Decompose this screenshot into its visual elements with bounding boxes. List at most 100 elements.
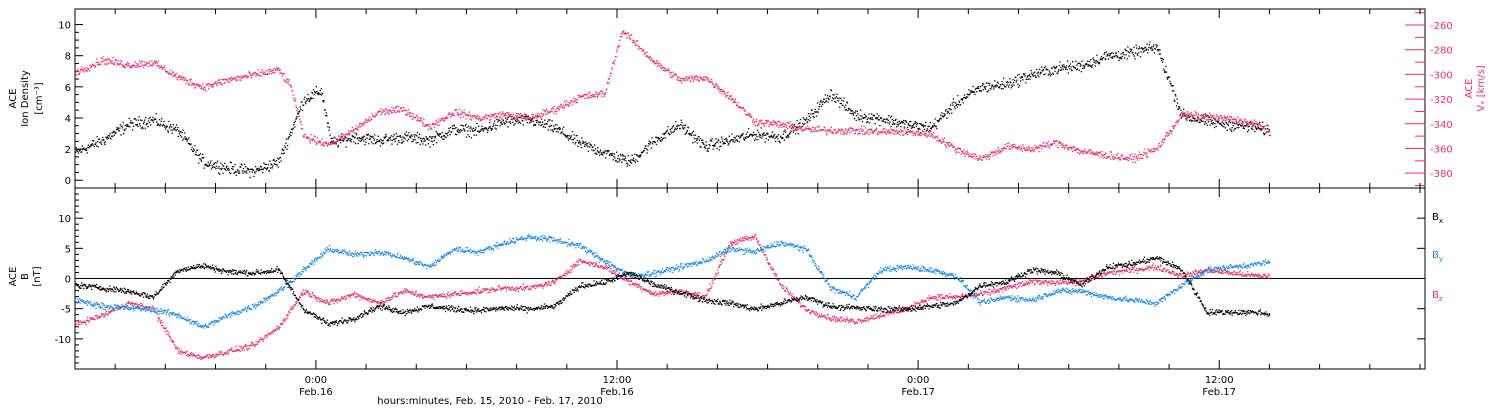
density-series-point	[783, 131, 784, 132]
density-series-point	[1080, 64, 1081, 65]
velocity-series-point	[86, 67, 87, 68]
velocity-series-point	[416, 120, 417, 121]
density-series-point	[606, 153, 607, 154]
velocity-series-point	[1164, 139, 1165, 140]
velocity-series-point	[955, 148, 956, 149]
velocity-series-point	[139, 61, 140, 62]
velocity-series-point	[452, 115, 453, 116]
density-series-point	[761, 127, 762, 128]
velocity-series-point	[931, 133, 932, 134]
density-series-point	[160, 125, 161, 126]
density-series-point	[950, 104, 951, 105]
density-series-point	[213, 166, 214, 167]
velocity-series-point	[945, 144, 946, 145]
density-series-point	[891, 116, 892, 117]
density-series-point	[1123, 54, 1124, 55]
density-series-point	[421, 141, 422, 142]
density-series-point	[591, 145, 592, 146]
density-series-point	[763, 132, 764, 133]
density-series-point	[627, 166, 628, 167]
velocity-series-point	[1190, 116, 1191, 117]
density-series-point	[571, 135, 572, 136]
velocity-series-point	[537, 113, 538, 114]
density-series-point	[988, 83, 989, 84]
velocity-series-point	[912, 131, 913, 132]
density-series-point	[555, 128, 556, 129]
density-series-point	[1079, 63, 1080, 64]
density-series-point	[1133, 47, 1134, 48]
velocity-series-point	[985, 154, 986, 155]
velocity-series-point	[249, 72, 250, 73]
density-series-point	[623, 155, 624, 156]
density-series-point	[97, 136, 98, 137]
velocity-series-point	[173, 72, 174, 73]
velocity-series-point	[554, 106, 555, 107]
density-series-point	[728, 143, 729, 144]
velocity-series-point	[794, 130, 795, 131]
velocity-series-point	[1027, 149, 1028, 150]
series-bz-point	[140, 303, 141, 304]
density-series-point	[879, 125, 880, 126]
velocity-series-point	[269, 73, 270, 74]
density-series-point	[228, 168, 229, 169]
series-bz-point	[191, 352, 192, 353]
density-series-point	[1016, 81, 1017, 82]
density-series-point	[866, 116, 867, 117]
density-series-point	[1149, 41, 1150, 42]
density-series-point	[549, 119, 550, 120]
density-series-point	[232, 169, 233, 170]
density-series-point	[790, 132, 791, 133]
density-series-point	[1186, 119, 1187, 120]
density-series-point	[1056, 66, 1057, 67]
density-series-point	[742, 133, 743, 134]
density-series-point	[177, 129, 178, 130]
velocity-series-point	[800, 126, 801, 127]
density-series-point	[899, 121, 900, 122]
density-series-point	[766, 138, 767, 139]
velocity-series-point	[332, 143, 333, 144]
density-series-point	[1252, 129, 1253, 130]
density-series-point	[323, 101, 324, 102]
velocity-series-point	[776, 125, 777, 126]
density-series-point	[289, 136, 290, 137]
velocity-series-point	[349, 132, 350, 133]
velocity-series-point	[77, 70, 78, 71]
velocity-series-point	[469, 112, 470, 113]
velocity-series-point	[1226, 119, 1227, 120]
density-series-point	[466, 127, 467, 128]
density-series-point	[1169, 81, 1170, 82]
density-series-point	[383, 140, 384, 141]
velocity-series-point	[371, 119, 372, 120]
velocity-series-point	[831, 127, 832, 128]
density-series-point	[144, 122, 145, 123]
velocity-series-point	[908, 129, 909, 130]
velocity-series-point	[288, 81, 289, 82]
velocity-series-point	[844, 133, 845, 134]
density-series-point	[391, 144, 392, 145]
series-bz-point	[244, 349, 245, 350]
velocity-series-point	[252, 75, 253, 76]
density-series-point	[1067, 69, 1068, 70]
density-series-point	[1126, 50, 1127, 51]
series-bz-point	[344, 296, 345, 297]
density-series-point	[1152, 49, 1153, 50]
density-series-point	[118, 128, 119, 129]
density-series-point	[1183, 109, 1184, 110]
velocity-series-point	[575, 100, 576, 101]
density-series-point	[683, 128, 684, 129]
velocity-series-point	[621, 36, 622, 37]
density-series-point	[164, 125, 165, 126]
density-series-point	[890, 126, 891, 127]
density-series-point	[1118, 60, 1119, 61]
density-series-point	[588, 151, 589, 152]
velocity-series-point	[1002, 149, 1003, 150]
density-series-point	[915, 122, 916, 123]
density-series-point	[824, 99, 825, 100]
density-series-point	[246, 172, 247, 173]
velocity-series-point	[811, 131, 812, 132]
density-series-point	[431, 141, 432, 142]
velocity-series-point	[124, 66, 125, 67]
series-bz-point	[197, 358, 198, 359]
velocity-series-point	[429, 124, 430, 125]
velocity-series-point	[229, 82, 230, 83]
